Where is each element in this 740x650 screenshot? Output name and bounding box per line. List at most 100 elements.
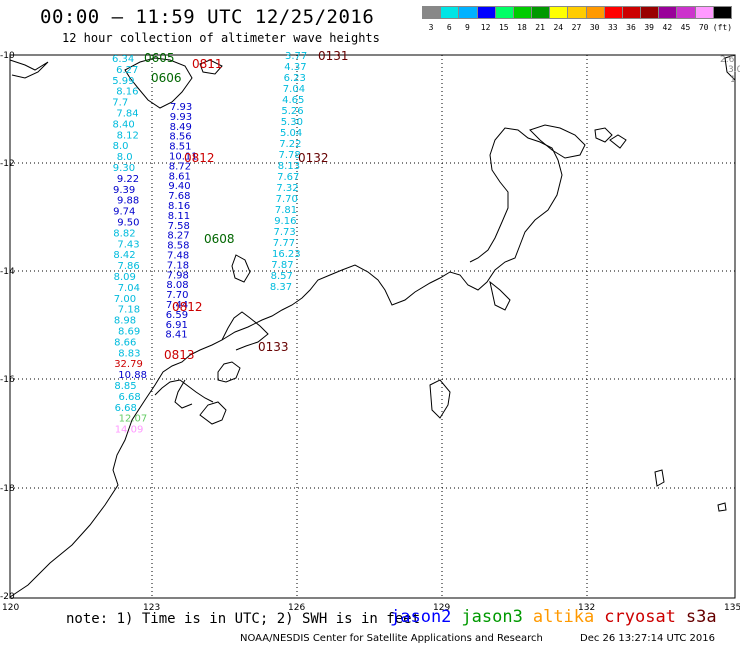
- edge-value: 2.6: [720, 55, 735, 65]
- wave-height-value: 8.11: [168, 211, 190, 222]
- legend-swatch: [494, 6, 513, 19]
- legend-label: 42: [662, 23, 673, 32]
- sat-cryosat: cryosat: [604, 607, 676, 627]
- legend-label: 12: [480, 23, 491, 32]
- wave-height-value: 7.77: [273, 238, 295, 249]
- legend-swatch: [549, 6, 568, 19]
- wave-height-value: 9.22: [117, 174, 139, 185]
- legend-label: 39: [644, 23, 654, 32]
- wave-height-value: 7.00: [114, 294, 136, 305]
- legend-label: 45: [680, 23, 691, 32]
- legend-swatches: [422, 6, 732, 19]
- coastline: [9, 54, 736, 598]
- pass-label: 0813: [164, 348, 195, 362]
- legend-swatch: [512, 6, 532, 19]
- wave-height-value: 8.09: [114, 272, 136, 283]
- x-tick-123: 123: [143, 603, 160, 613]
- wave-height-color-legend: 3 6 9 12 15 18 21 24 27 30 33 36 39 42 45 70 (ft): [422, 6, 732, 36]
- credit-line: NOAA/NESDIS Center for Satellite Applica…: [240, 633, 543, 644]
- legend-swatch: [567, 6, 586, 19]
- pass-label: 0608: [204, 232, 235, 246]
- edge-values: 2.6 3.0 1: [720, 55, 740, 85]
- wave-height-value: 7.04: [118, 283, 140, 294]
- legend-label: 9: [465, 23, 470, 32]
- wave-height-value: 6.91: [166, 320, 188, 331]
- wave-height-value: 7.70: [276, 194, 298, 205]
- wave-height-value: 8.82: [113, 228, 135, 239]
- wave-height-value: 12.07: [119, 414, 148, 425]
- legend-swatch: [712, 6, 732, 19]
- wave-height-value: 32.79: [114, 359, 143, 370]
- wave-height-value: 7.58: [168, 221, 190, 232]
- y-tick--10: -10: [0, 51, 15, 61]
- wave-height-value: 8.69: [118, 327, 140, 338]
- wave-height-value: 8.12: [117, 130, 139, 141]
- legend-labels: 3 6 9 12 15 18 21 24 27 30 33 36 39 42 45 70 (ft): [422, 23, 732, 32]
- wave-height-value: 8.41: [165, 330, 187, 341]
- x-tick-126: 126: [288, 603, 305, 613]
- edge-value: 1: [730, 75, 736, 85]
- sat-s3a: s3a: [685, 607, 717, 627]
- wave-height-value: 8.49: [170, 122, 192, 133]
- sat-jason2: jason2: [390, 607, 452, 627]
- satellite-legend: jason2 jason3 altika cryosat s3a: [390, 607, 717, 627]
- wave-height-value: 8.57: [271, 271, 293, 282]
- wave-height-value: 8.85: [114, 381, 136, 392]
- x-tick-135: 135: [724, 603, 740, 613]
- footer-note: note: 1) Time is in UTC; 2) SWH is in fe…: [66, 611, 421, 627]
- legend-swatch: [640, 6, 659, 19]
- wave-height-value: 7.18: [118, 305, 140, 316]
- pass-label: 0812: [184, 151, 215, 165]
- wave-height-value: 7.68: [168, 191, 190, 202]
- wave-height-value: 7.81: [275, 205, 297, 216]
- altimeter-tracks: 6.346.275.998.167.77.848.408.128.08.09.3…: [112, 51, 307, 436]
- wave-height-value: 10.11: [169, 152, 198, 163]
- wave-height-value: 8.72: [169, 161, 191, 172]
- wave-height-value: 9.93: [170, 112, 192, 123]
- pass-label: 0132: [298, 151, 329, 165]
- wave-height-value: 7.18: [167, 260, 189, 271]
- legend-label: 30: [589, 23, 600, 32]
- wave-height-value: 3.77: [285, 51, 307, 62]
- page-title: 00:00 – 11:59 UTC 12/25/2016: [40, 6, 375, 28]
- wave-height-value: 8.37: [270, 282, 292, 293]
- wave-height-value: 5.26: [281, 106, 303, 117]
- wave-height-value: 9.30: [113, 163, 135, 174]
- wave-height-value: 6.23: [284, 73, 306, 84]
- wave-height-value: 8.27: [167, 231, 189, 242]
- wave-height-value: 8.0: [113, 141, 129, 152]
- wave-height-value: 8.08: [166, 280, 188, 291]
- legend-swatch: [585, 6, 604, 19]
- pass-label: 0606: [151, 71, 182, 85]
- generated-timestamp: Dec 26 13:27:14 UTC 2016: [580, 633, 715, 644]
- grid-lines: [10, 55, 735, 598]
- wave-height-value: 9.40: [168, 181, 190, 192]
- wave-height-value: 4.37: [284, 62, 306, 73]
- wave-height-value: 7.84: [116, 109, 138, 120]
- legend-swatch: [676, 6, 695, 19]
- map-frame: [9, 54, 736, 599]
- x-tick-120: 120: [2, 603, 19, 613]
- legend-swatch: [476, 6, 495, 19]
- wave-height-value: 10.88: [118, 370, 147, 381]
- wave-height-value: 7.73: [274, 227, 296, 238]
- y-tick--12: -12: [0, 159, 15, 169]
- y-tick--16: -16: [0, 375, 15, 385]
- wave-height-value: 8.16: [168, 201, 190, 212]
- wave-height-value: 7.04: [283, 84, 305, 95]
- legend-label: 27: [571, 23, 582, 32]
- wave-height-value: 5.04: [280, 128, 302, 139]
- pass-label: 0131: [318, 49, 349, 63]
- wave-height-value: 8.40: [113, 119, 135, 130]
- pass-label: 0605: [144, 51, 175, 65]
- legend-swatch: [694, 6, 713, 19]
- wave-height-value: 6.59: [166, 310, 188, 321]
- wave-height-value: 9.50: [117, 218, 139, 229]
- wave-height-value: 9.74: [113, 207, 135, 218]
- x-tick-132: 132: [578, 603, 595, 613]
- wave-height-value: 16.23: [272, 249, 301, 260]
- pass-label: 0812: [172, 300, 203, 314]
- wave-height-value: 7.67: [277, 172, 299, 183]
- wave-height-value: 8.16: [116, 87, 138, 98]
